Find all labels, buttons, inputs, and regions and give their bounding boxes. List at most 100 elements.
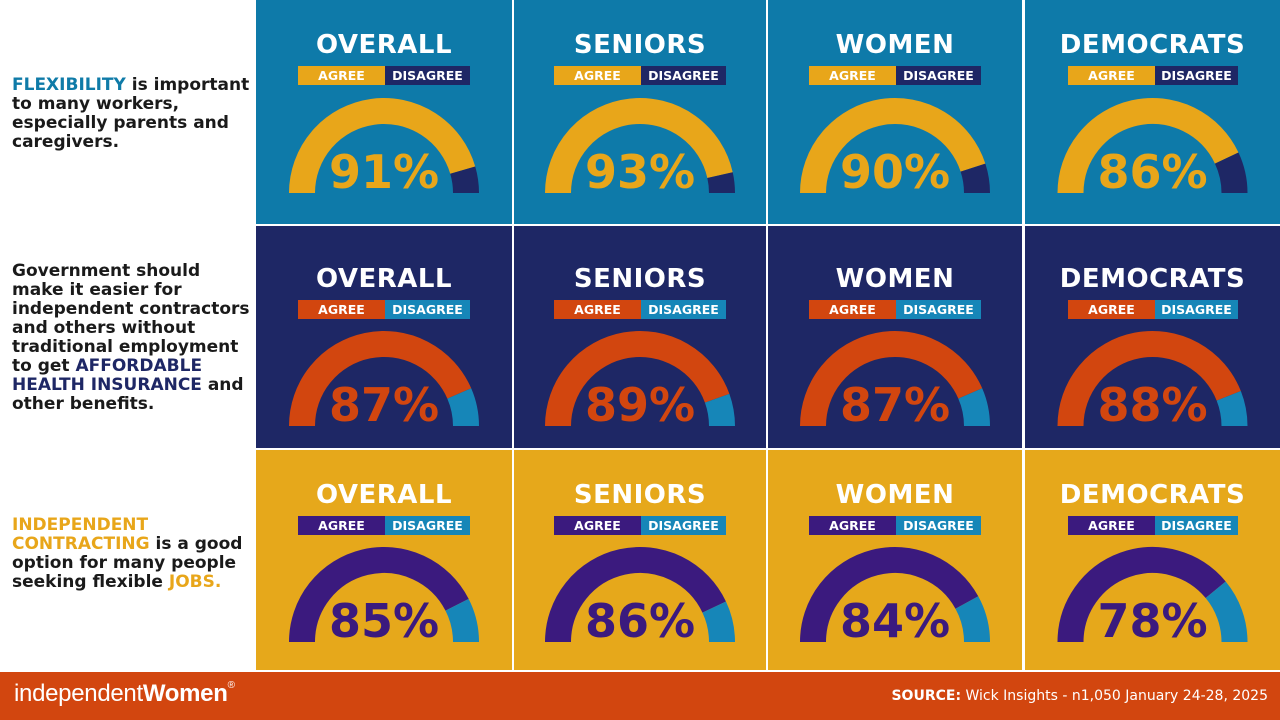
legend-agree: AGREE	[298, 516, 385, 535]
gauge-disagree-arc	[707, 172, 735, 194]
legend-disagree: DISAGREE	[1155, 300, 1238, 319]
legend-disagree: DISAGREE	[385, 300, 470, 319]
gauge	[289, 98, 479, 194]
group-title: WOMEN	[835, 480, 955, 510]
source-text: Wick Insights - n1,050 January 24-28, 20…	[961, 688, 1268, 704]
legend-disagree: DISAGREE	[385, 516, 470, 535]
gauge-value-label: 91%	[328, 145, 440, 199]
group-title: OVERALL	[315, 480, 453, 510]
group-title: WOMEN	[835, 30, 955, 60]
gauge-cell: SENIORS AGREE DISAGREE 86%	[514, 450, 766, 670]
gauge-value-label: 88%	[1097, 378, 1208, 432]
gauge	[545, 547, 735, 643]
gauge-cell: DEMOCRATS AGREE DISAGREE 88%	[1025, 226, 1280, 448]
legend-disagree: DISAGREE	[1155, 66, 1238, 85]
statement-highlight: INDEPENDENT CONTRACTING	[12, 515, 150, 554]
gauge-disagree-arc	[447, 388, 479, 427]
legend-agree: AGREE	[1068, 516, 1155, 535]
gauge-disagree-arc	[1214, 152, 1248, 194]
group-title: OVERALL	[315, 264, 453, 294]
gauge-agree-arc	[289, 331, 472, 427]
legend: AGREE DISAGREE	[554, 516, 726, 535]
group-title: DEMOCRATS	[1059, 480, 1246, 510]
legend: AGREE DISAGREE	[809, 516, 981, 535]
gauge	[289, 547, 479, 643]
gauge-cell: DEMOCRATS AGREE DISAGREE 78%	[1025, 450, 1280, 670]
group-title: SENIORS	[573, 264, 707, 294]
brand-logo: independentWomen®	[14, 680, 235, 708]
legend-agree: AGREE	[809, 300, 896, 319]
gauge-cell: DEMOCRATS AGREE DISAGREE 86%	[1025, 0, 1280, 224]
chart-grid: FLEXIBILITY is important to many workers…	[12, 0, 1280, 670]
gauge-value-label: 87%	[839, 378, 951, 432]
gauge-cell: WOMEN AGREE DISAGREE 87%	[768, 226, 1022, 448]
legend-agree: AGREE	[809, 66, 896, 85]
legend: AGREE DISAGREE	[809, 66, 981, 85]
legend: AGREE DISAGREE	[298, 516, 470, 535]
gauge-agree-arc	[1057, 547, 1226, 643]
gauge-value-label: 86%	[1097, 145, 1208, 199]
gauge	[1057, 547, 1248, 643]
statement-text: is important to many workers, especially…	[12, 75, 250, 152]
gauge-value-label: 89%	[584, 378, 696, 432]
legend: AGREE DISAGREE	[1068, 300, 1238, 319]
gauge-agree-arc	[545, 331, 730, 427]
gauge-cell: SENIORS AGREE DISAGREE 89%	[514, 226, 766, 448]
gauge-disagree-arc	[704, 393, 735, 427]
legend-agree: AGREE	[1068, 66, 1155, 85]
group-title: SENIORS	[573, 30, 707, 60]
legend-agree: AGREE	[809, 516, 896, 535]
legend: AGREE DISAGREE	[809, 300, 981, 319]
gauge-value-label: 87%	[328, 378, 440, 432]
legend-disagree: DISAGREE	[896, 300, 981, 319]
gauge-cell: OVERALL AGREE DISAGREE 91%	[256, 0, 512, 224]
gauge-disagree-arc	[955, 596, 990, 643]
gauge-disagree-arc	[445, 598, 479, 643]
gauge-agree-arc	[1057, 98, 1239, 194]
gauge	[800, 98, 990, 194]
gauge-agree-arc	[545, 547, 726, 643]
legend-disagree: DISAGREE	[641, 300, 726, 319]
gauge-agree-arc	[800, 547, 979, 643]
legend-disagree: DISAGREE	[641, 516, 726, 535]
gauge-disagree-arc	[960, 163, 990, 194]
brand-mark: ®	[227, 680, 235, 691]
gauge-agree-arc	[800, 98, 986, 194]
gauge-cell: WOMEN AGREE DISAGREE 90%	[768, 0, 1022, 224]
gauge-agree-arc	[545, 98, 733, 194]
gauge-value-label: 90%	[839, 145, 951, 199]
row-statement: FLEXIBILITY is important to many workers…	[12, 76, 252, 152]
gauge-value-label: 78%	[1097, 594, 1208, 648]
legend: AGREE DISAGREE	[554, 66, 726, 85]
statement-highlight: FLEXIBILITY	[12, 75, 126, 95]
brand-light: independent	[14, 680, 143, 707]
gauge	[800, 331, 990, 427]
gauge-disagree-arc	[702, 601, 735, 643]
legend-disagree: DISAGREE	[1155, 516, 1238, 535]
statement-highlight: AFFORDABLE HEALTH INSURANCE	[12, 356, 203, 395]
group-title: DEMOCRATS	[1059, 30, 1246, 60]
legend: AGREE DISAGREE	[1068, 66, 1238, 85]
gauge-disagree-arc	[1205, 581, 1248, 643]
gauge-agree-arc	[800, 331, 983, 427]
group-title: DEMOCRATS	[1059, 264, 1246, 294]
footer: independentWomen® SOURCE: Wick Insights …	[0, 672, 1280, 720]
gauge	[1057, 331, 1248, 427]
brand-bold: Women	[142, 680, 228, 707]
gauge-disagree-arc	[958, 388, 990, 427]
gauge-value-label: 93%	[584, 145, 696, 199]
legend-disagree: DISAGREE	[641, 66, 726, 85]
legend-agree: AGREE	[1068, 300, 1155, 319]
group-title: OVERALL	[315, 30, 453, 60]
legend-agree: AGREE	[298, 300, 385, 319]
source-label: SOURCE:	[891, 688, 962, 704]
gauge-disagree-arc	[1216, 391, 1248, 427]
gauge-agree-arc	[289, 547, 469, 643]
row-statement: Government should make it easier for ind…	[12, 262, 252, 414]
legend: AGREE DISAGREE	[554, 300, 726, 319]
gauge-cell: OVERALL AGREE DISAGREE 85%	[256, 450, 512, 670]
legend: AGREE DISAGREE	[1068, 516, 1238, 535]
legend-disagree: DISAGREE	[896, 516, 981, 535]
legend-disagree: DISAGREE	[385, 66, 470, 85]
gauge-value-label: 84%	[839, 594, 951, 648]
